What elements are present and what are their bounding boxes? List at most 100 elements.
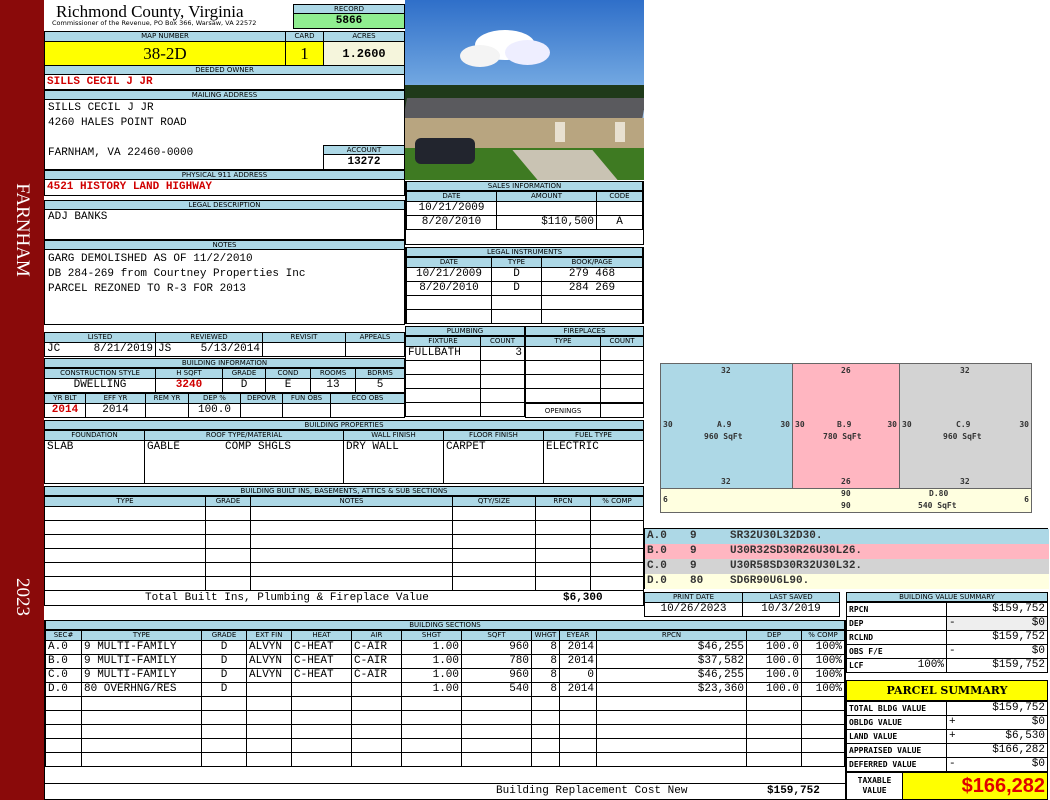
deferred-label: DEFERRED VALUE — [846, 757, 947, 772]
column-header: TYPE — [491, 257, 542, 268]
openings-label: OPENINGS — [525, 403, 601, 418]
table-cell — [525, 346, 601, 361]
table-cell — [461, 724, 532, 739]
dim-label: 90 — [841, 489, 851, 498]
builtins-label: BUILDING BUILT INS, BASEMENTS, ATTICS & … — [44, 486, 644, 496]
column-header: FUEL TYPE — [543, 430, 644, 441]
column-header: H SQFT — [155, 368, 223, 379]
mailing-address-label: MAILING ADDRESS — [44, 90, 405, 100]
table-cell: 540 — [461, 682, 532, 697]
table-cell — [81, 710, 202, 725]
building-info-value: 100.0 — [188, 403, 241, 418]
table-cell — [535, 534, 591, 549]
listed-date: 8/21/2019 — [93, 343, 153, 356]
table-cell — [452, 576, 536, 591]
building-info-value: D — [222, 378, 266, 393]
column-header: ECO OBS — [330, 393, 405, 404]
table-cell — [201, 738, 247, 753]
column-header: QTY/SIZE — [452, 496, 536, 507]
reviewed-date: 5/13/2014 — [200, 343, 260, 356]
table-cell — [405, 388, 481, 403]
table-cell: D.0 — [45, 682, 82, 697]
table-cell — [590, 576, 644, 591]
dim-label: 32 — [960, 477, 970, 486]
building-info-value — [145, 403, 189, 418]
table-cell: D — [201, 640, 247, 655]
building-info-value — [240, 403, 283, 418]
sketch-code-cell: SD6R90U6L90. — [730, 575, 810, 587]
table-row — [45, 738, 845, 753]
table-cell — [401, 738, 462, 753]
mailing-line — [45, 131, 404, 146]
table-cell: C-HEAT — [291, 654, 352, 669]
table-cell — [590, 506, 644, 521]
physical-address: 4521 HISTORY LAND HIGHWAY — [44, 180, 405, 196]
table-cell — [525, 374, 601, 389]
column-header: TYPE — [81, 630, 202, 641]
rpcn-label: RPCN — [846, 602, 947, 617]
table-cell — [201, 724, 247, 739]
record-number: 5866 — [293, 14, 405, 29]
table-cell: 0 — [559, 668, 597, 683]
table-row — [525, 388, 644, 403]
table-cell: 8 — [531, 682, 560, 697]
mailing-line: FARNHAM, VA 22460-0000 — [48, 147, 194, 159]
sketch-code-cell: SR32U30L32D30. — [730, 530, 823, 542]
table-cell — [250, 562, 453, 577]
table-cell — [351, 738, 402, 753]
table-cell — [746, 696, 802, 711]
table-cell: FULLBATH — [405, 346, 481, 361]
table-cell: 100% — [801, 682, 845, 697]
map-number-label: MAP NUMBER — [44, 31, 286, 42]
table-row: 10/21/2009 — [406, 201, 643, 216]
table-cell — [525, 360, 601, 375]
sidebar: FARNHAM 2023 — [0, 0, 44, 800]
column-header: DATE — [406, 191, 497, 202]
table-cell — [590, 562, 644, 577]
table-cell — [81, 724, 202, 739]
table-cell — [559, 752, 597, 767]
table-cell — [201, 752, 247, 767]
table-cell — [461, 696, 532, 711]
dim-label: 6 — [663, 495, 668, 504]
obs-sign: - — [949, 645, 956, 658]
table-cell: 9 MULTI-FAMILY — [81, 640, 202, 655]
table-cell — [452, 520, 536, 535]
section-sqft: 960 SqFt — [704, 432, 743, 441]
table-cell: C.0 — [45, 668, 82, 683]
mailing-line: SILLS CECIL J JR — [48, 102, 154, 114]
table-row — [44, 506, 644, 521]
table-cell — [205, 548, 251, 563]
sketch-code-cell: 9 — [690, 560, 697, 572]
dim-label: 30 — [663, 420, 673, 429]
section-label: D.80 — [929, 489, 949, 498]
revisit-label: REVISIT — [262, 332, 346, 343]
column-header: TYPE — [44, 496, 206, 507]
column-header: FOUNDATION — [44, 430, 145, 441]
column-header: EYEAR — [559, 630, 597, 641]
note-line: PARCEL REZONED TO R-3 FOR 2013 — [48, 283, 247, 295]
table-cell: 1.00 — [401, 640, 462, 655]
table-cell — [491, 309, 542, 324]
table-cell: 960 — [461, 640, 532, 655]
table-cell — [596, 696, 747, 711]
table-cell — [600, 388, 644, 403]
land-label: LAND VALUE — [846, 729, 947, 744]
building-properties-label: BUILDING PROPERTIES — [44, 420, 644, 430]
table-cell — [246, 682, 292, 697]
table-cell: A — [596, 215, 643, 230]
column-header: CODE — [596, 191, 643, 202]
table-cell — [201, 696, 247, 711]
table-cell: ALVYN — [246, 668, 292, 683]
table-row: 8/20/2010 $110,500 A — [406, 215, 643, 230]
note-line: DB 284-269 from Courtney Properties Inc — [48, 268, 306, 280]
table-cell — [746, 710, 802, 725]
table-cell: 1.00 — [401, 682, 462, 697]
table-cell: ALVYN — [246, 640, 292, 655]
notes-box: GARG DEMOLISHED AS OF 11/2/2010 DB 284-2… — [44, 250, 405, 325]
fuel-type-value: ELECTRIC — [543, 440, 644, 484]
table-cell: $46,255 — [596, 668, 747, 683]
table-cell: 2014 — [559, 682, 597, 697]
column-header: ROOMS — [310, 368, 356, 379]
table-cell — [250, 576, 453, 591]
